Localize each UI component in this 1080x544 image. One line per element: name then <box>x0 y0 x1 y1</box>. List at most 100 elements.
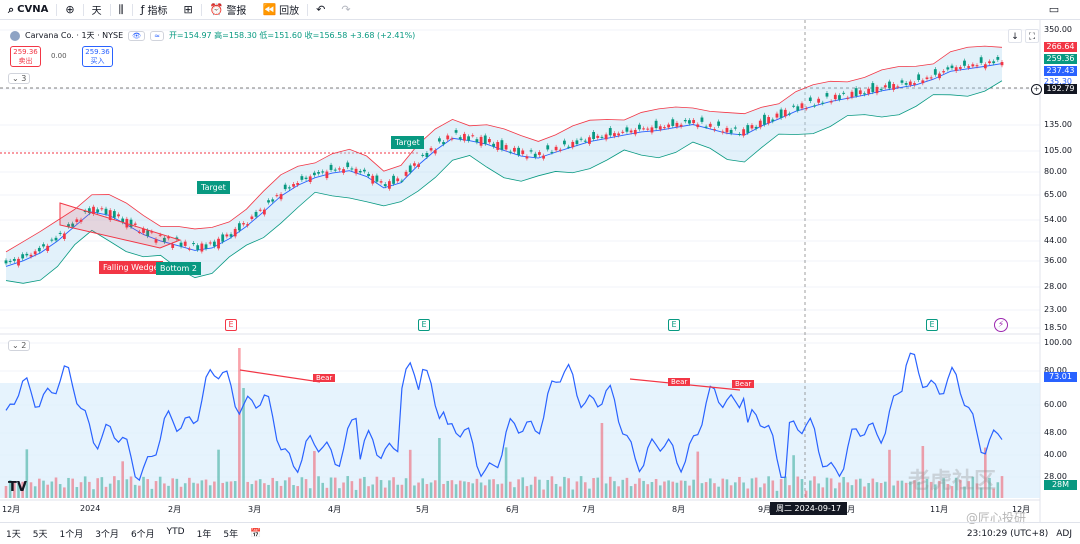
falling-wedge-label[interactable]: Falling Wedge <box>99 261 163 274</box>
volume-bar <box>113 476 116 498</box>
volume-bar <box>346 476 350 498</box>
volume-bar <box>775 490 779 498</box>
earnings-marker-icon[interactable]: E <box>225 319 237 331</box>
range-button[interactable]: 1个月 <box>59 530 84 540</box>
candle-body <box>933 69 937 75</box>
volume-bar <box>950 486 954 498</box>
interval-button[interactable]: 天 <box>84 0 110 20</box>
range-button[interactable]: 6个月 <box>130 530 155 540</box>
price-tag-partial: 235.30 <box>1044 77 1072 86</box>
redo-button[interactable]: ↷ <box>333 0 358 20</box>
volume-bar <box>158 476 162 498</box>
candle-body <box>475 139 479 143</box>
candle-body <box>867 88 871 94</box>
earnings-marker-icon[interactable]: E <box>926 319 938 331</box>
clock-text[interactable]: 23:10:29 (UTC+8) <box>966 528 1049 539</box>
bear-label[interactable]: Bear <box>668 378 691 386</box>
volume-bar <box>796 476 800 498</box>
templates-button[interactable]: ⊞ <box>176 0 201 20</box>
volume-bar <box>404 478 408 498</box>
target-label[interactable]: Target <box>197 181 230 194</box>
symbol-search[interactable]: ⌕ CVNA <box>0 0 56 20</box>
volume-bar <box>608 476 612 498</box>
lightning-icon[interactable]: ⚡ <box>994 318 1008 332</box>
symbol-name[interactable]: Carvana Co. · 1天 · NYSE <box>25 31 124 40</box>
earnings-marker-icon[interactable]: E <box>418 319 430 331</box>
visibility-icon[interactable]: 👁 <box>128 30 146 41</box>
candle-body <box>108 210 112 221</box>
bear-label[interactable]: Bear <box>313 374 336 382</box>
candle-body <box>583 140 587 142</box>
volume-bar <box>788 485 791 498</box>
range-button[interactable]: 5天 <box>32 530 48 540</box>
candle-body <box>733 127 737 129</box>
volume-bar <box>896 480 900 498</box>
volume-bar <box>50 481 54 498</box>
indicators-button[interactable]: ƒ 指标 <box>133 0 176 20</box>
sell-button[interactable]: 259.36 卖出 <box>10 46 41 67</box>
candle-body <box>696 124 700 128</box>
volume-bar <box>29 482 33 498</box>
candle-body <box>658 126 662 130</box>
volume-bar <box>875 482 879 498</box>
candle-body <box>237 223 241 231</box>
volume-bar <box>713 483 716 498</box>
volume-bar <box>446 480 450 498</box>
candle-body <box>833 94 837 100</box>
indicators-icon: ƒ <box>140 3 145 16</box>
adj-toggle[interactable]: ADJ <box>1056 528 1072 539</box>
scroll-down-icon[interactable]: ↓ <box>1008 29 1022 43</box>
sub-indicator-toggle[interactable]: ⌄ 2 <box>8 340 31 351</box>
earnings-marker-icon[interactable]: E <box>668 319 680 331</box>
volume-bar <box>629 486 633 498</box>
target-label-2[interactable]: Target <box>391 136 424 149</box>
layout-icon[interactable]: ▭ <box>1048 3 1060 16</box>
candle-body <box>675 122 679 127</box>
candle-body <box>967 66 971 68</box>
volume-bar <box>313 451 316 498</box>
range-button[interactable]: 1年 <box>196 530 212 540</box>
date-range-icon[interactable]: 📅 <box>250 528 262 539</box>
volume-bar <box>717 486 720 498</box>
main-indicator-toggle[interactable]: ⌄ 3 <box>8 73 31 84</box>
volume-bar <box>633 483 637 498</box>
time-tick-label: 5月 <box>416 505 430 514</box>
volume-bar <box>338 488 341 498</box>
bottom-pattern-label[interactable]: Bottom 2 <box>156 262 201 275</box>
candle-body <box>83 210 87 213</box>
candle-body <box>337 168 341 170</box>
volume-bar <box>408 449 412 498</box>
volume-bar <box>650 482 654 498</box>
buy-button[interactable]: 259.36 买入 <box>82 46 113 67</box>
add-alert-icon[interactable]: + <box>1031 84 1042 95</box>
candle-body <box>79 219 83 222</box>
volume-bar <box>383 487 387 498</box>
compare-button[interactable]: ⊕ <box>57 0 82 20</box>
range-button[interactable]: YTD <box>166 527 185 537</box>
candle-body <box>692 119 696 124</box>
volume-bar <box>625 477 629 498</box>
volume-bar <box>984 447 987 498</box>
range-button[interactable]: 1天 <box>6 530 21 540</box>
volume-bar <box>321 482 325 498</box>
alert-button[interactable]: ⏰ 警报 <box>202 0 255 20</box>
candle-body <box>846 97 850 99</box>
candle-body <box>300 176 304 180</box>
candle-body <box>33 251 37 255</box>
volume-bar <box>733 482 737 498</box>
chart-type-button[interactable]: ⫼ <box>111 0 132 20</box>
price-tick-label: 105.00 <box>1044 146 1072 155</box>
range-button[interactable]: 3个月 <box>95 530 119 540</box>
volume-bar <box>742 482 745 498</box>
candle-body <box>150 231 154 233</box>
replay-button[interactable]: ⏪ 回放 <box>254 0 307 20</box>
undo-button[interactable]: ↶ <box>308 0 333 20</box>
volume-bar <box>33 486 37 498</box>
approx-icon[interactable]: ≈ <box>150 30 164 41</box>
bear-label[interactable]: Bear <box>732 380 755 388</box>
range-button[interactable]: 5年 <box>223 530 239 540</box>
candle-body <box>750 125 754 129</box>
fullscreen-icon[interactable]: ⛶ <box>1025 29 1039 43</box>
ohlc-text: 开=154.97 高=158.30 低=151.60 收=156.58 +3.6… <box>168 31 416 40</box>
